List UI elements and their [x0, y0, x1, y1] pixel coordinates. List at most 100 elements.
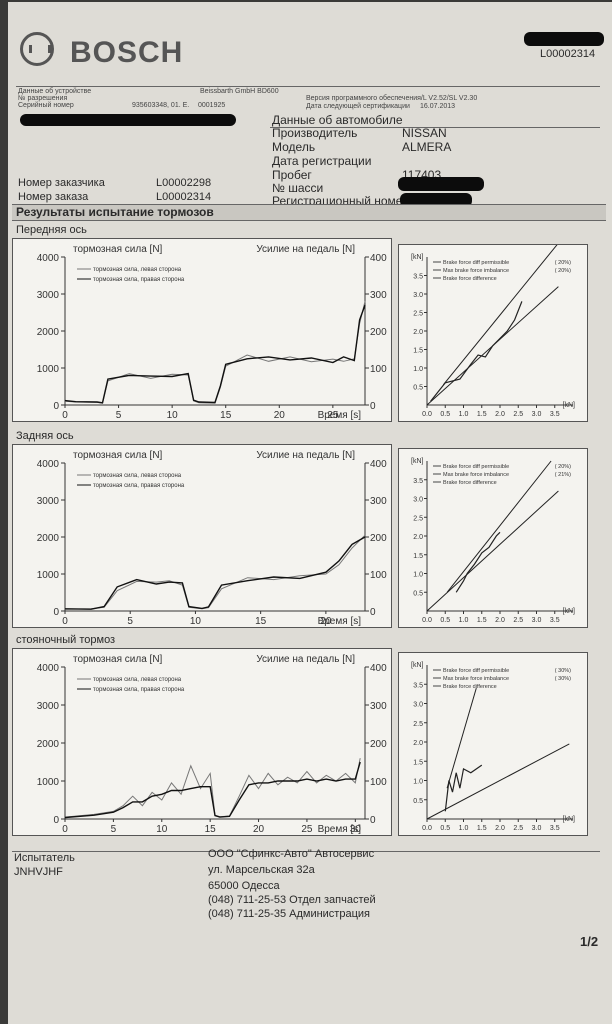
y-tick-label: 4000 [37, 253, 60, 264]
front-axle-force-chart: 0 1000 2000 3000 4000 0 100 200 300 400 0 5 10 15 20 25… [12, 238, 392, 422]
serial-value: 935603348, 01. E. [132, 102, 190, 109]
document-number: L00002314 [540, 48, 596, 60]
right-axis-title: Усилие на педаль [N] [256, 654, 355, 665]
y-tick-label: 2.5 [413, 721, 423, 728]
x-tick-label: 30 [350, 824, 362, 835]
series-line-right [64, 304, 366, 404]
redacted-block [20, 114, 236, 126]
bosch-logo-icon [20, 32, 54, 66]
y2-tick-label: 300 [370, 290, 387, 301]
front-axle-balance-chart: [kN] [kN] 0.5 1.0 1.5 2.0 2.5 3.0 3.5 0.0 0.5 1.0 1.… [398, 238, 588, 422]
y-tick-label: 1.5 [413, 759, 423, 766]
y2-tick-label: 300 [370, 496, 387, 507]
y2-tick-label: 400 [370, 253, 387, 264]
y-tick-label: 0.5 [413, 590, 423, 597]
company-city: 65000 Одесса [208, 880, 280, 892]
legend-entry: Max brake force imbalance [443, 472, 509, 478]
legend-entry: Max brake force imbalance [443, 268, 509, 274]
redacted-block [400, 193, 472, 207]
y2-tick-label: 200 [370, 327, 387, 338]
y-tick-label: 1.5 [413, 348, 423, 355]
y-tick-label: 1.0 [413, 779, 423, 786]
y-tick-label: 2.5 [413, 311, 423, 318]
phone-admin: (048) 711-25-35 Администрация [208, 908, 370, 920]
x-tick-label: 20 [274, 410, 286, 421]
x-tick-label: 0 [62, 616, 68, 627]
test-report-page: BOSCH L00002314 Данные об устройстве Bei… [8, 2, 612, 1024]
x-tick-label: 15 [205, 824, 217, 835]
x-unit-label: [kN] [563, 816, 576, 823]
y-tick-label: 3.0 [413, 497, 423, 504]
legend-entry: Brake force difference [443, 276, 497, 282]
y-tick-label: 0 [53, 607, 59, 618]
series-line-1 [446, 460, 552, 593]
x-tick-label: 3.0 [532, 411, 542, 418]
y-tick-label: 2000 [37, 533, 60, 544]
x-unit-label: [kN] [563, 608, 576, 615]
x-tick-label: 2.0 [495, 617, 505, 624]
y-tick-label: 2000 [37, 327, 60, 338]
mileage-label: Пробег [272, 168, 312, 182]
y-tick-label: 3.0 [413, 702, 423, 709]
legend-entry: Brake force diff permissible [443, 668, 509, 674]
model-value: ALMERA [402, 140, 452, 154]
next-cert-label: Дата следующей сертификации [306, 103, 410, 110]
x-tick-label: 3.5 [550, 825, 560, 832]
x-tick-label: 0.0 [422, 411, 432, 418]
legend-percent: ( 20%) [555, 464, 571, 470]
y2-tick-label: 0 [370, 401, 376, 412]
front-axle-title: Передняя ось [16, 224, 87, 236]
right-axis-title: Усилие на педаль [N] [256, 450, 355, 461]
x-tick-label: 0.5 [440, 411, 450, 418]
permit-label: № разрешения [18, 95, 68, 102]
y2-tick-label: 300 [370, 701, 387, 712]
x-tick-label: 0.5 [440, 617, 450, 624]
y-tick-label: 1.0 [413, 366, 423, 373]
x-tick-label: 1.0 [459, 617, 469, 624]
y-unit-label: [kN] [411, 662, 424, 669]
series-line-3 [444, 764, 483, 812]
company-street: ул. Марсельская 32а [208, 864, 315, 876]
manufacturer-value: NISSAN [402, 126, 447, 140]
y-tick-label: 1000 [37, 777, 60, 788]
y-tick-label: 2.0 [413, 740, 423, 747]
y-unit-label: [kN] [411, 254, 424, 261]
y2-tick-label: 100 [370, 364, 387, 375]
order-no-value: L00002314 [156, 191, 212, 203]
series-line-left [64, 758, 361, 818]
legend-percent: ( 20%) [555, 268, 571, 274]
series-line-left [64, 301, 366, 404]
x-tick-label: 2.0 [495, 411, 505, 418]
tester-label: Испытатель [14, 852, 75, 864]
x-tick-label: 15 [220, 410, 232, 421]
x-tick-label: 10 [156, 824, 168, 835]
y-tick-label: 3.5 [413, 478, 423, 485]
x-tick-label: 0.5 [440, 825, 450, 832]
x-tick-label: 1.5 [477, 825, 487, 832]
x-tick-label: 1.5 [477, 411, 487, 418]
y-tick-label: 1.5 [413, 553, 423, 560]
y-tick-label: 0 [53, 401, 59, 412]
y2-tick-label: 400 [370, 663, 387, 674]
y-tick-label: 2.0 [413, 534, 423, 541]
results-bar: Результаты испытание тормозов [12, 204, 606, 221]
y-tick-label: 3.5 [413, 682, 423, 689]
x-tick-label: 3.5 [550, 617, 560, 624]
y-tick-label: 4000 [37, 459, 60, 470]
software-version: Версия программного обеспечения/L V2.52/… [306, 95, 478, 102]
series-line-2 [426, 490, 559, 612]
x-tick-label: 1.0 [459, 411, 469, 418]
redacted-block [398, 177, 484, 191]
next-cert-value: 16.07.2013 [420, 103, 456, 110]
series-line-right [64, 536, 366, 610]
left-axis-title: тормозная сила [N] [73, 654, 163, 665]
x-tick-label: 10 [167, 410, 179, 421]
legend-entry: тормозная сила, левая сторона [93, 473, 182, 479]
parking-brake-balance-chart: [kN] [kN] 0.5 1.0 1.5 2.0 2.5 3.0 3.5 0.0 0.5 1.0 1.… [398, 652, 588, 836]
y-tick-label: 2.0 [413, 329, 423, 336]
rear-axle-balance-chart: [kN] [kN] 0.5 1.0 1.5 2.0 2.5 3.0 3.5 0.0 0.5 1.0 1.… [398, 448, 588, 628]
x-tick-label: 0.0 [422, 825, 432, 832]
left-axis-title: тормозная сила [N] [73, 244, 163, 255]
legend-percent: ( 30%) [555, 668, 571, 674]
legend-percent: ( 30%) [555, 676, 571, 682]
